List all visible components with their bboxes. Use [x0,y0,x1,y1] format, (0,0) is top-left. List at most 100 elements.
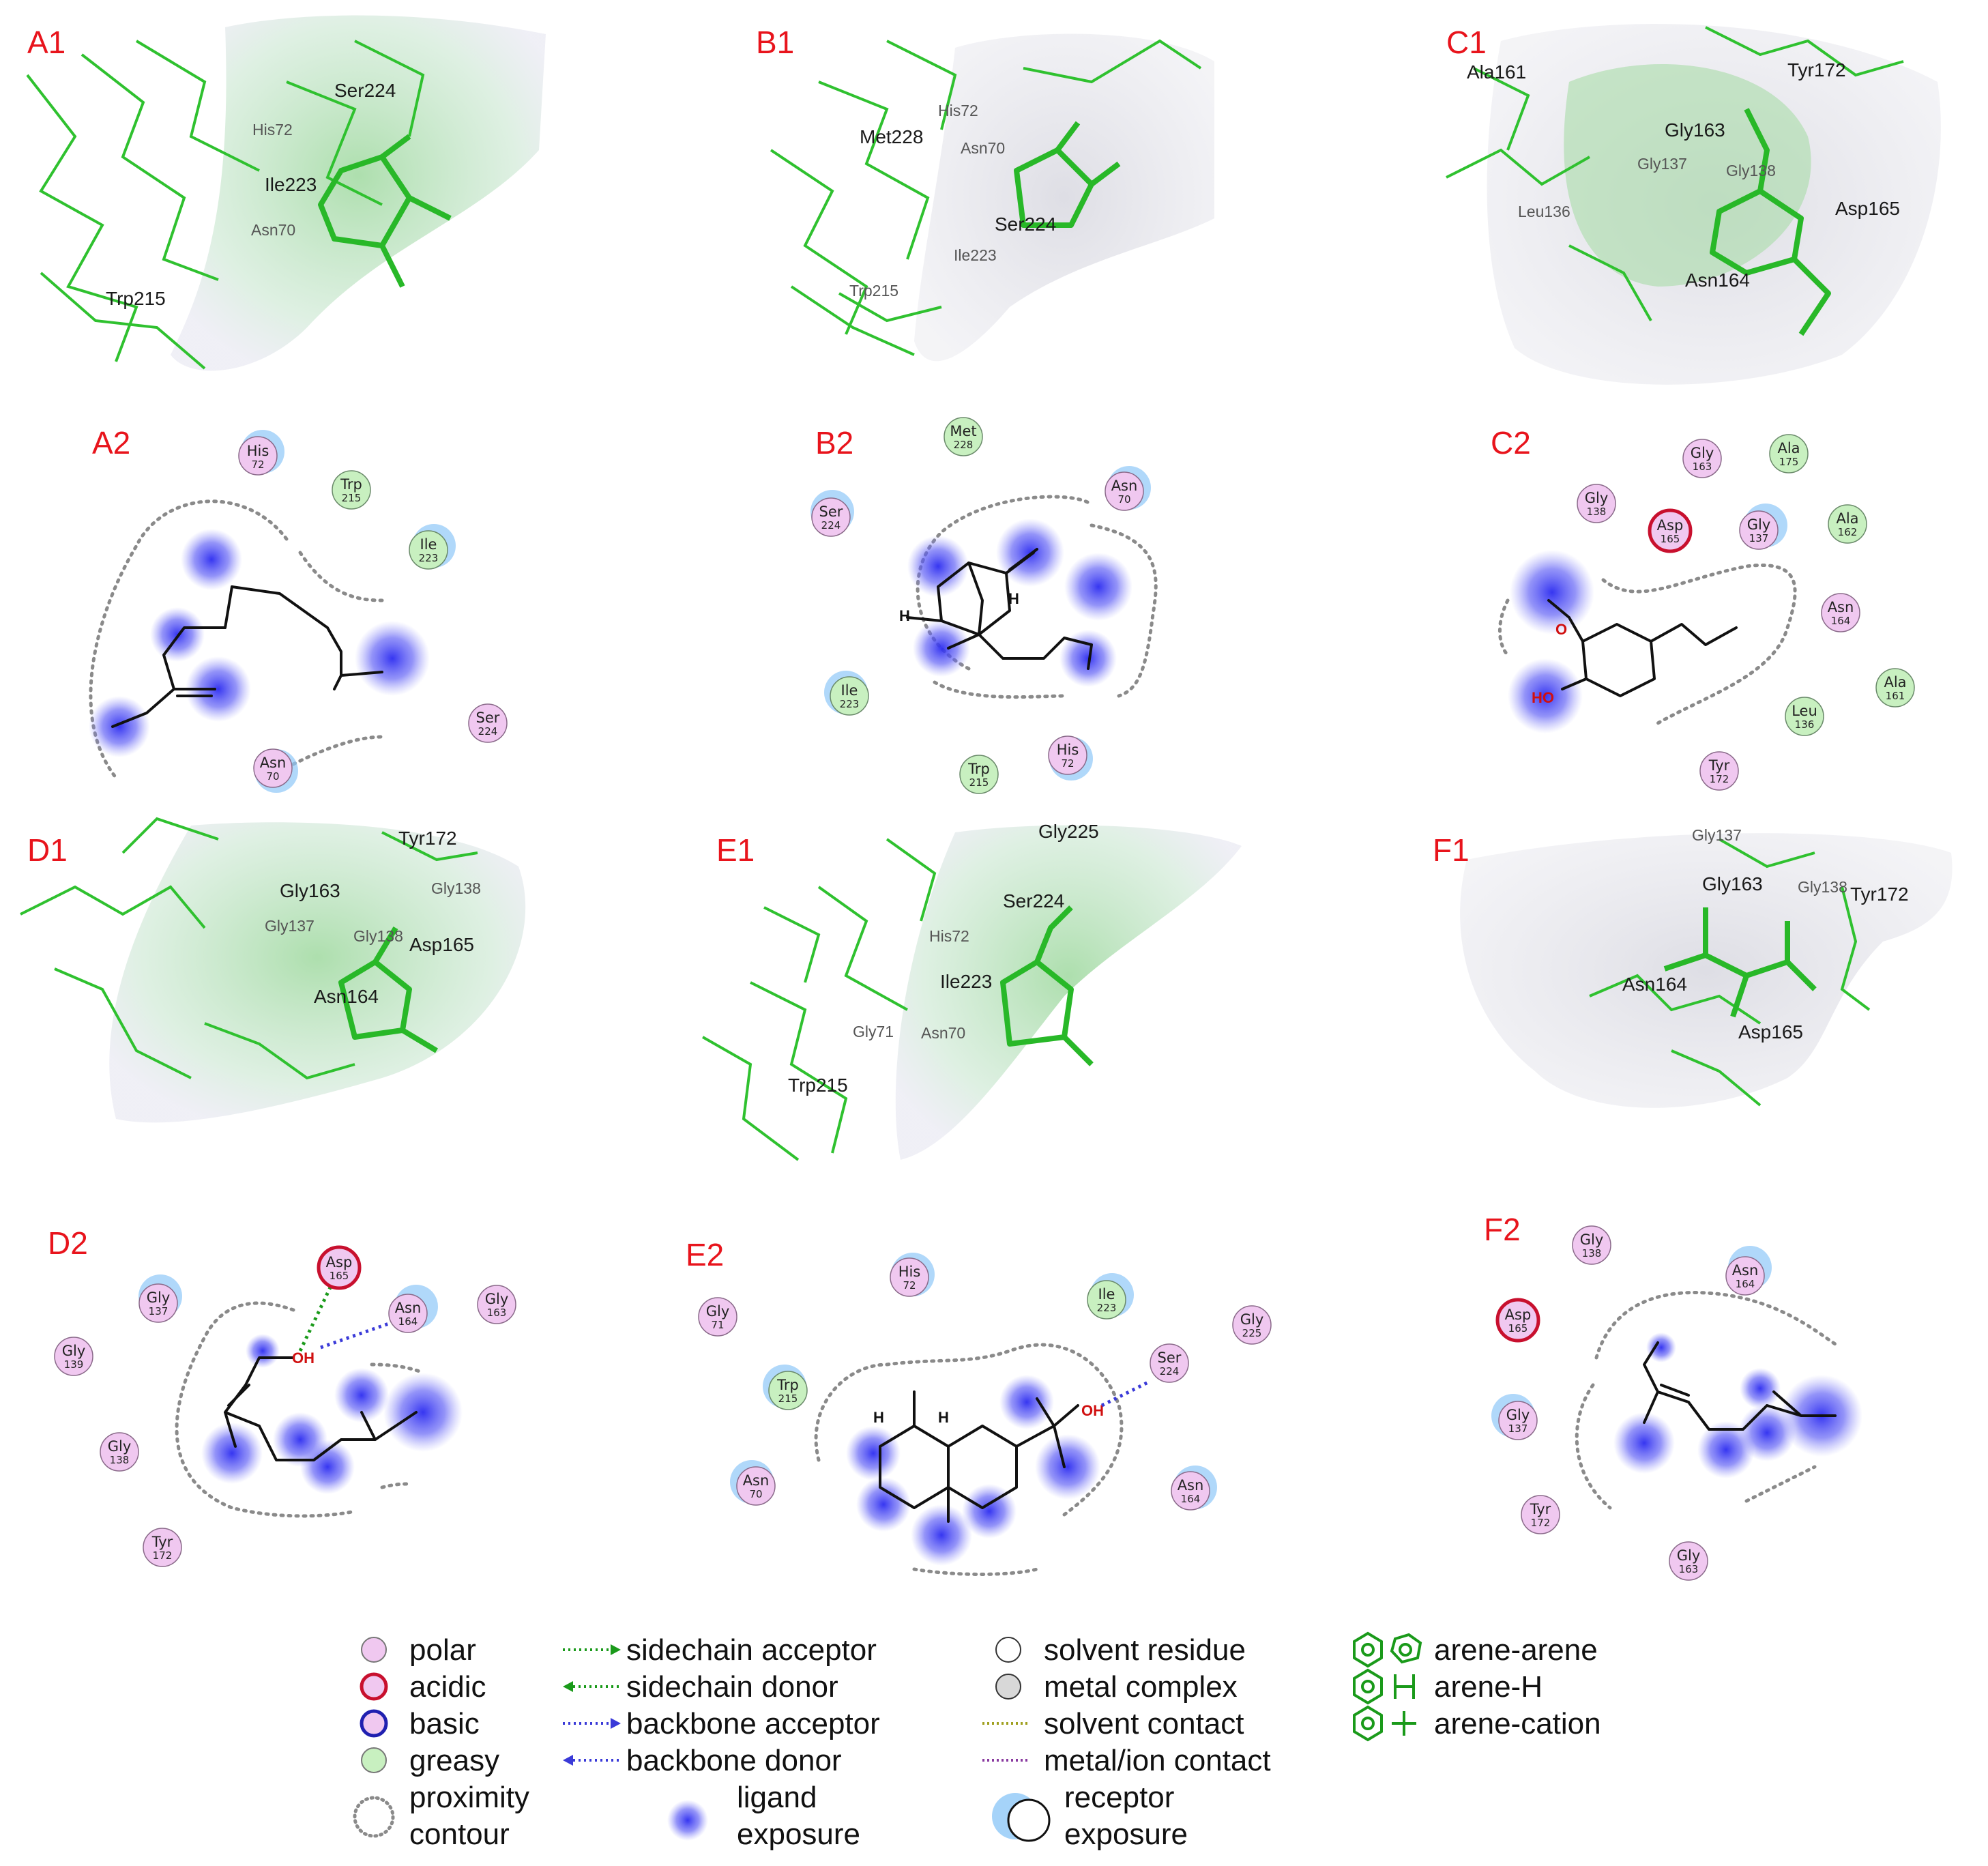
residue-number: 70 [1117,493,1130,506]
residue-name: Asn [260,755,287,771]
atom-label: H [938,1409,949,1426]
residue-name: Asp [1505,1307,1532,1323]
legend-label: greasy [409,1744,499,1777]
residue-disc-asp165: Asp165 [1495,1298,1540,1343]
residue-label: Asp165 [1738,1021,1803,1043]
residue-label: Tyr172 [1787,59,1846,81]
residue-disc-gly163: Gly163 [477,1285,516,1324]
residue-number: 223 [840,698,860,710]
residue-name: Asn [1178,1477,1204,1493]
residue-name: Ala [1836,510,1858,527]
residue-label: Asn70 [921,1024,965,1042]
legend-label: sidechain donor [626,1670,838,1704]
residue-label: Tyr172 [398,828,457,849]
residue-label: Trp215 [106,288,166,309]
residue-number: 163 [1679,1563,1699,1575]
residue-number: 224 [1160,1365,1180,1377]
residue-label: Gly225 [1038,821,1099,842]
ligand-structure [1643,1341,1837,1431]
hbond-backbone [1100,1380,1151,1408]
residue-number: 164 [1181,1493,1201,1505]
residue-disc-asn70: Asn70 [1105,466,1151,511]
residue-disc-ser224: Ser224 [468,703,508,743]
residue-name: Ile [1098,1286,1115,1302]
residue-number: 137 [1508,1423,1528,1435]
residue-number: 138 [1582,1247,1602,1259]
residue-label: Asp165 [409,934,474,955]
residue-name: Asn [1732,1262,1759,1279]
residue-label: Gly138 [353,927,403,945]
atom-label: O [1555,621,1567,638]
panel-label: D1 [27,832,68,868]
residue-number: 164 [398,1315,418,1328]
residue-number: 223 [1097,1302,1117,1314]
residue-number: 224 [478,725,498,738]
residue-label: His72 [252,121,293,139]
ligand-exposure [907,519,1132,687]
residue-disc-asn70: Asn70 [730,1460,776,1506]
residue-disc-gly138: Gly138 [1572,1225,1611,1265]
residue-label: Asn164 [1685,269,1750,291]
legend: polar acidic basic greasy proximity cont… [353,1631,1601,1851]
atom-label: OH [1081,1402,1104,1419]
legend-label: arene-arene [1434,1633,1598,1667]
residue-name: Asn [743,1472,770,1489]
residue-disc-asn70: Asn70 [253,748,298,793]
residue-disc-ala161: Ala161 [1875,668,1915,708]
residues-F2: Gly138 Asn164 Asp165 Gly137 Tyr172 Gly16… [1491,1225,1772,1581]
residue-number: 138 [110,1454,130,1466]
legend-swatch-receptor-exposure [992,1793,1051,1842]
residue-name: His [898,1264,921,1280]
atom-label: H [873,1409,884,1426]
residue-name: Ser [819,504,843,520]
legend-label: exposure [1064,1818,1188,1851]
panel-D2: D2 OH [48,1225,463,1518]
residue-number: 162 [1838,526,1858,538]
legend-swatch-sidechain-donor [563,1681,621,1692]
residue-disc-trp215: Trp215 [959,755,999,794]
legend-swatch-acidic [360,1672,388,1701]
ligand-structure [906,548,1093,670]
ligand-exposure [846,1375,1100,1566]
residue-number: 163 [487,1307,507,1319]
residues-E2: His72 Ile223 Gly71 Gly225 Ser224 Trp215 … [698,1253,1272,1511]
residue-number: 172 [1531,1517,1551,1529]
legend-swatch-metal-complex [995,1674,1021,1700]
legend-label: ligand [737,1781,817,1814]
legend-label: basic [409,1707,480,1740]
ligand-structure [224,1356,418,1461]
residue-number: 139 [64,1358,84,1371]
legend-swatch-solvent-residue [995,1637,1021,1663]
residue-disc-leu136: Leu136 [1785,697,1824,736]
residue-disc-gly138: Gly138 [100,1432,139,1472]
residue-disc-gly71: Gly71 [698,1297,737,1337]
residue-number: 175 [1779,456,1799,468]
residue-number: 136 [1795,718,1815,731]
residue-name: Gly [1691,445,1714,461]
residue-name: Gly [1585,490,1609,506]
legend-swatch-ligand-exposure [667,1800,708,1841]
residue-disc-gly163: Gly163 [1669,1541,1708,1581]
residue-label: Gly137 [265,917,315,935]
residue-name: Asn [1828,599,1854,615]
residue-name: Trp [776,1377,799,1393]
residue-number: 165 [330,1270,349,1282]
residue-number: 138 [1587,506,1607,518]
arene-cation-icon [1353,1705,1416,1742]
panel-B2: B2 H H [815,425,1158,699]
residue-number: 172 [1710,773,1729,785]
legend-label: metal complex [1044,1670,1238,1704]
residue-label: Asp165 [1835,198,1900,219]
residue-number: 172 [153,1549,173,1562]
residue-name: Asn [1111,478,1138,494]
residue-label: Asn70 [251,221,295,239]
legend-label: exposure [737,1818,860,1851]
residue-label: Tyr172 [1850,884,1909,905]
panel-F2: F2 [1484,1212,1862,1510]
residue-name: His [1057,742,1079,758]
residue-name: Ala [1777,440,1800,456]
legend-label: proximity [409,1781,529,1814]
residue-number: 163 [1693,461,1712,473]
residue-number: 223 [419,552,439,564]
panel-F1: F1 Gly137 Gly163 Gly138 Tyr172 Asn164 As… [1433,826,1953,1108]
